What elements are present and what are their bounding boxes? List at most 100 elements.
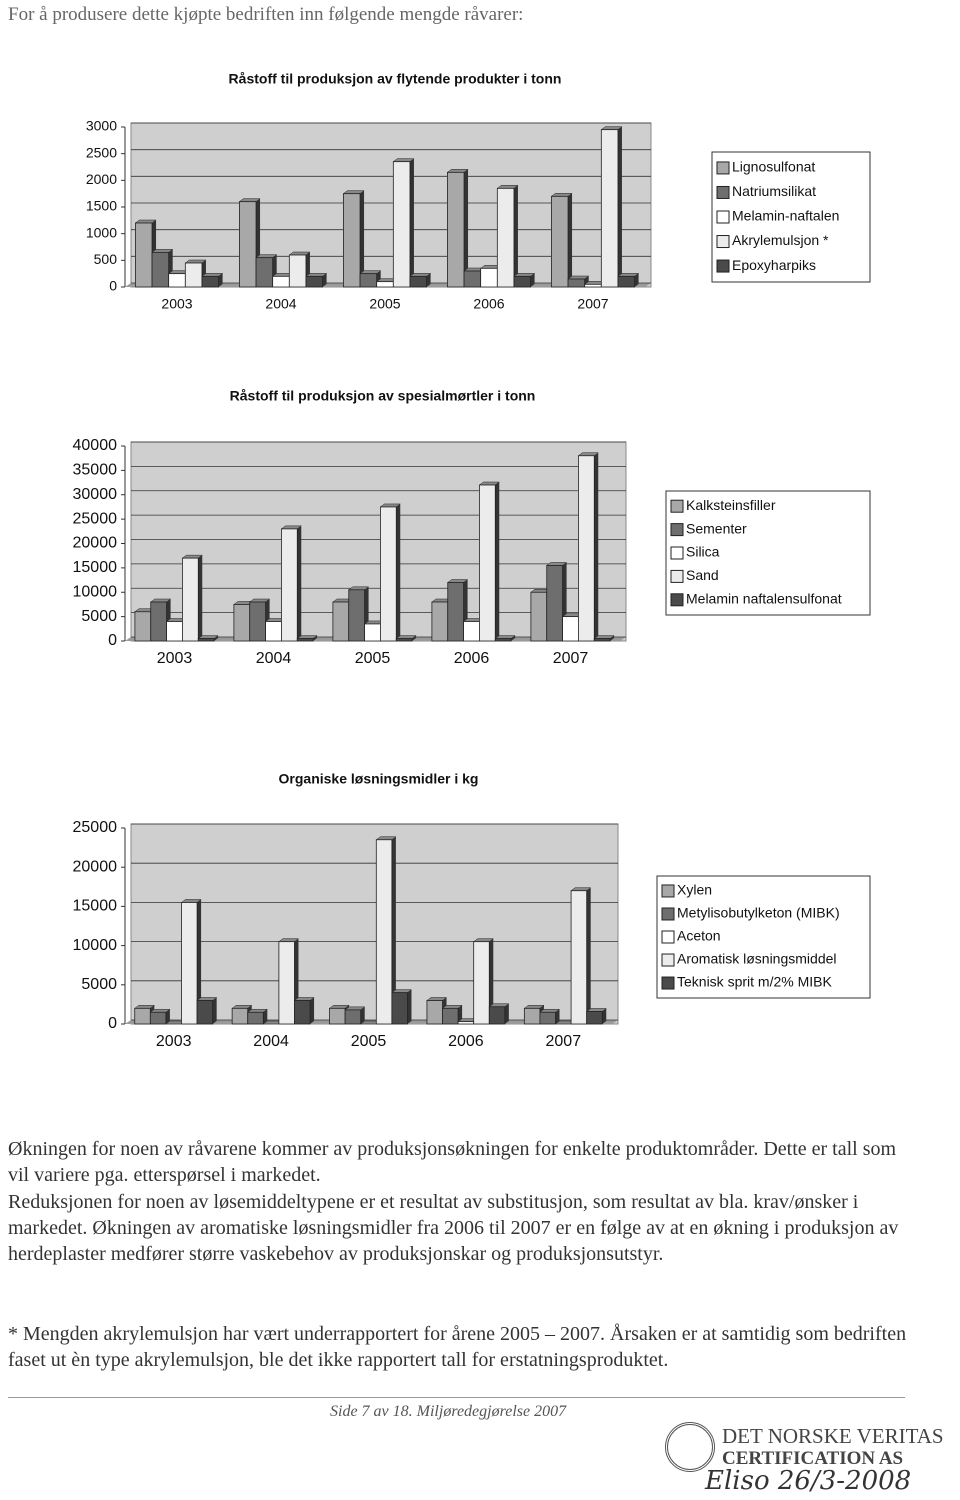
bar <box>201 275 220 288</box>
bar-side <box>568 193 573 287</box>
y-tick-label: 2500 <box>86 144 117 160</box>
bar <box>150 601 167 642</box>
bar <box>342 193 361 288</box>
bar <box>523 1007 541 1025</box>
bar-side <box>409 158 414 287</box>
charts: Råstoff til produksjon av flytende produ… <box>73 71 871 1050</box>
bar <box>494 638 512 642</box>
bar <box>272 275 290 288</box>
bar-side <box>555 1009 560 1024</box>
bar <box>255 257 274 288</box>
x-tick-label: 2004 <box>253 1033 289 1050</box>
bar <box>359 273 378 288</box>
bar-top <box>409 273 432 277</box>
legend-swatch <box>661 953 675 967</box>
legend-label: Kalksteinsfiller <box>686 497 776 513</box>
bar-side <box>586 887 591 1024</box>
legend-swatch <box>670 523 684 537</box>
y-tick-label: 5000 <box>81 608 117 625</box>
bar-side <box>511 635 516 641</box>
stamp-signature: Eliso 26/3-2008 <box>705 1466 912 1496</box>
legend-label: Silica <box>686 544 720 560</box>
bar <box>134 611 152 642</box>
bar-top <box>392 158 415 162</box>
legend-label: Melamin naftalensulfonat <box>686 590 842 606</box>
bar-side <box>360 190 365 287</box>
legend-swatch <box>661 907 675 921</box>
footer: Side 7 av 18. Miljøredegjørelse 2007 <box>330 1403 567 1420</box>
bar <box>539 1011 556 1025</box>
bar <box>375 839 393 1025</box>
chart-title: Organiske løsningsmidler i kg <box>279 771 479 787</box>
bar-side <box>198 555 203 641</box>
bar-top <box>184 259 207 264</box>
y-tick-label: 5000 <box>81 976 117 993</box>
bar <box>197 638 215 642</box>
bar <box>442 1007 459 1025</box>
bar <box>149 1011 167 1025</box>
y-tick-label: 0 <box>109 278 117 294</box>
bar <box>182 557 199 642</box>
bar-side <box>504 1003 509 1024</box>
y-tick-label: 1500 <box>86 198 117 214</box>
bar <box>288 254 307 288</box>
bar-side <box>263 1009 268 1024</box>
bar <box>380 506 397 642</box>
y-tick-label: 10000 <box>73 937 118 954</box>
bar <box>530 591 548 642</box>
bar-side <box>310 997 315 1024</box>
legend-swatch <box>670 546 684 560</box>
chart-title: Råstoff til produksjon av spesialmørtler… <box>230 388 536 404</box>
legend-label: Melamin-naftalen <box>732 208 839 224</box>
bar <box>480 267 498 288</box>
bar <box>134 222 153 288</box>
y-tick-label: 20000 <box>73 535 118 552</box>
bar-top <box>255 254 278 258</box>
bar-side <box>412 635 417 641</box>
bar <box>586 1011 603 1025</box>
bar <box>278 941 295 1025</box>
bar-top <box>600 126 623 130</box>
bar <box>463 270 482 288</box>
legend-label: Aceton <box>677 928 721 944</box>
x-tick-label: 2007 <box>577 296 608 312</box>
bar-top <box>342 190 365 194</box>
x-tick-label: 2004 <box>265 296 296 312</box>
y-tick-label: 40000 <box>73 437 118 454</box>
legend-swatch <box>716 185 730 199</box>
bar <box>473 941 490 1025</box>
x-tick-label: 2005 <box>369 296 400 312</box>
bar <box>578 455 595 642</box>
bar <box>409 275 427 288</box>
y-tick-label: 1000 <box>86 224 117 240</box>
bar-top <box>446 169 469 173</box>
legend-swatch <box>670 499 684 513</box>
y-tick-label: 25000 <box>73 510 118 527</box>
intro: For å produsere dette kjøpte bedriften i… <box>8 4 524 25</box>
bar <box>196 1000 214 1025</box>
y-tick-label: 0 <box>108 632 117 649</box>
bar <box>426 1000 443 1025</box>
bar-top <box>617 273 640 277</box>
bar <box>247 1011 264 1025</box>
bar-top <box>359 270 382 274</box>
paragraph: Reduksjonen for noen av løsemiddeltypene… <box>8 1191 899 1265</box>
bar <box>329 1007 346 1025</box>
bar <box>294 1000 311 1025</box>
legend-label: Epoxyharpiks <box>732 257 816 273</box>
bar-side <box>313 635 318 641</box>
y-tick-label: 0 <box>108 1015 117 1032</box>
legend-swatch <box>716 259 730 273</box>
bar-side <box>322 273 327 287</box>
bar <box>238 201 257 288</box>
legend-label: Sementer <box>686 520 747 536</box>
bar-top <box>238 198 261 202</box>
legend-swatch <box>716 210 730 224</box>
stamp-seal <box>665 1422 715 1472</box>
bar <box>168 273 186 288</box>
legend-box <box>711 151 871 283</box>
bar-side <box>513 185 518 287</box>
legend-swatch <box>716 235 730 249</box>
y-tick-label: 20000 <box>73 858 118 875</box>
